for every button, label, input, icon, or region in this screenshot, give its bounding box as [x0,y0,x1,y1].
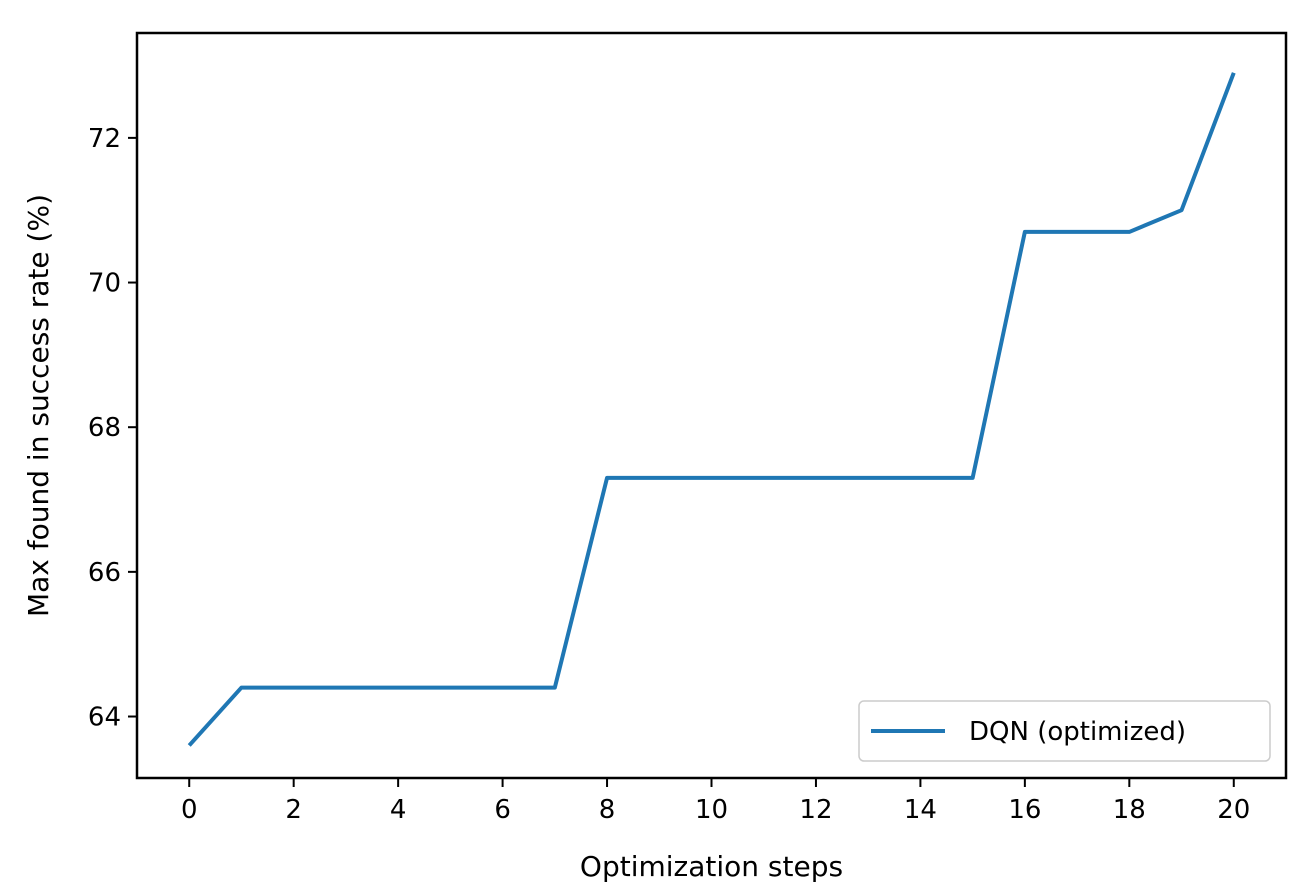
y-tick-label: 68 [88,413,121,443]
y-axis-label: Max found in success rate (%) [22,194,55,617]
y-tick-label: 72 [88,124,121,154]
y-tick-label: 70 [88,269,121,299]
series-line [187,72,1236,747]
x-tick-label: 4 [390,795,407,825]
x-tick-label: 14 [904,795,937,825]
x-axis: 0 2 4 6 8 10 12 14 16 18 20 [181,778,1250,825]
legend-box [858,700,1271,762]
x-axis-label: Optimization steps [580,850,843,883]
x-tick-label: 8 [599,795,616,825]
x-tick-label: 10 [695,795,728,825]
plot-frame [135,31,1288,780]
legend-entry-label: DQN (optimized) [969,717,1186,747]
series-layer [187,72,1236,747]
x-tick-label: 16 [1008,795,1041,825]
legend: DQN (optimized) [858,700,1271,762]
x-tick-label: 12 [799,795,832,825]
y-tick-label: 64 [88,703,121,733]
x-tick-label: 2 [285,795,302,825]
y-tick-label: 66 [88,558,121,588]
x-tick-label: 6 [494,795,511,825]
x-tick-label: 20 [1217,795,1250,825]
y-axis: 64 66 68 70 72 [88,124,137,733]
x-tick-label: 0 [181,795,198,825]
x-tick-label: 18 [1113,795,1146,825]
